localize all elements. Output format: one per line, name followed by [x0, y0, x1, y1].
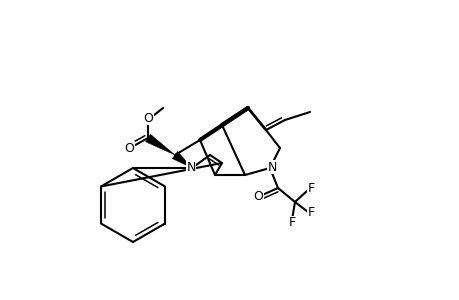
- Polygon shape: [146, 134, 174, 155]
- Text: N: N: [267, 160, 276, 173]
- Text: F: F: [307, 206, 314, 220]
- Text: O: O: [252, 190, 263, 202]
- Text: N: N: [186, 160, 195, 173]
- Polygon shape: [172, 152, 191, 168]
- Text: O: O: [124, 142, 134, 154]
- Text: O: O: [143, 112, 152, 124]
- Text: F: F: [288, 217, 295, 230]
- Text: F: F: [307, 182, 314, 196]
